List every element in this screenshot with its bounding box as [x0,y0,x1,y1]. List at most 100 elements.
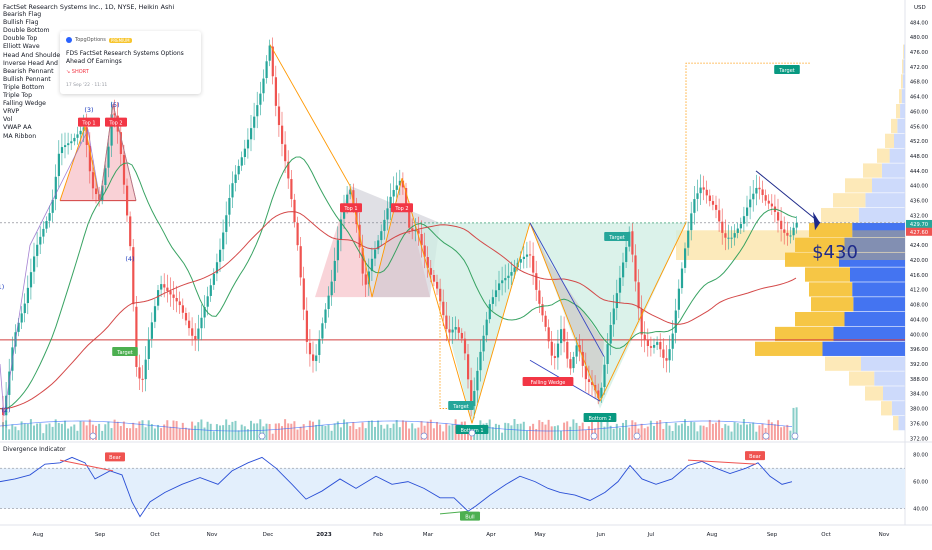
candle-body [88,145,91,172]
volume-bar [550,426,553,440]
volume-bar [777,420,779,440]
news-direction-label: SHORT [71,69,89,75]
legend-item[interactable]: Bearish Flag [3,11,42,19]
candle-body [501,280,504,284]
legend-item[interactable]: Head And Shoulders [3,51,66,59]
candle-body [122,155,126,185]
candle-body [560,329,563,344]
volume-bar [677,425,680,440]
candle-body [646,340,649,346]
volume-bar [361,422,364,440]
volume-profile-bar-sell [795,312,845,327]
candle-body [64,145,67,148]
target-price-annotation: $430 [812,242,858,263]
volume-bar [274,423,277,440]
legend-item[interactable]: VWAP AA [3,124,32,132]
volume-bar [150,424,153,440]
candle-body [671,333,674,349]
news-card[interactable]: TopgOptions PREMIUM FDS FactSet Research… [60,31,201,94]
candle-body [696,193,699,199]
legend-item[interactable]: Vol [3,116,13,124]
volume-bar [64,420,66,440]
time-axis-tick: Sep [767,532,778,538]
candle-body [370,258,374,272]
candle-body [491,297,494,304]
candle-body [640,309,643,335]
legend-item[interactable]: Triple Bottom [3,83,45,91]
event-marker-icon [590,432,598,440]
candle-body [708,195,711,201]
candle-body [219,249,222,262]
volume-bar [705,427,708,440]
candle-body [287,161,290,179]
volume-profile-bar-sell [865,386,883,401]
legend-item[interactable]: Elliott Wave [3,43,40,51]
legend-item[interactable]: Bullish Flag [3,19,39,27]
time-axis-tick: Nov [207,532,218,538]
candle-body [339,219,343,240]
pattern-label: Bottom 2 [588,416,611,422]
legend-item[interactable]: Double Top [3,35,38,43]
legend-item[interactable]: VRVP [3,108,20,116]
candle-body [57,153,60,177]
event-marker-icon [89,432,97,440]
candle-body [308,342,312,355]
legend-item[interactable]: Triple Top [3,92,32,100]
event-marker-icon [633,432,641,440]
candle-body [553,356,556,358]
legend-item[interactable]: Falling Wedge [3,100,46,108]
volume-profile-bar-buy [894,133,905,148]
candle-body [346,194,349,206]
candle-body [566,341,569,359]
news-title[interactable]: FDS FactSet Research Systems Options Ahe… [66,50,184,65]
volume-bar [696,431,699,440]
candle-body [665,358,668,361]
candle-body [253,116,256,128]
volume-profile-bar-buy [903,59,905,74]
time-axis-tick: Feb [373,532,383,538]
volume-bar [268,424,271,440]
candle-body [367,271,370,285]
legend-item[interactable]: Double Bottom [3,27,50,35]
legend-item[interactable]: MA Ribbon [3,132,37,140]
legend-item[interactable]: Bullish Pennant [3,75,51,83]
pattern-label-bg [455,425,489,434]
price-axis-tick: 468.00 [910,80,928,86]
candle-body [392,190,395,197]
candle-body [284,144,287,162]
candle-body [29,272,33,288]
divergence-label-bg [460,511,480,521]
author-avatar-icon [66,37,72,43]
volume-bar [491,427,494,440]
candle-body [721,221,724,233]
volume-bar [587,426,590,440]
volume-bar [563,422,566,440]
volume-bar [157,424,159,440]
divergence-label-bg [745,451,765,461]
volume-bar [547,419,550,440]
volume-bar [5,420,8,440]
candle-body [364,274,367,285]
volume-bar [243,426,246,440]
elliott-wave-label: 1) [0,283,4,291]
volume-bar [79,421,82,440]
volume-bar [29,419,32,440]
candle-body [76,134,79,138]
volume-bar [51,426,54,440]
volume-bar [315,424,318,440]
volume-bar [153,428,156,440]
candle-body [200,317,203,329]
volume-bar [653,425,655,440]
volume-bar [370,420,373,440]
volume-bar [209,423,212,440]
volume-profile-bar-sell [833,193,866,208]
volume-bar [234,420,237,440]
legend-item[interactable]: Inverse Head And Shoulders [3,59,91,67]
price-axis-tick: 464.00 [910,95,928,101]
candle-body [436,281,439,289]
candle-body [789,235,792,237]
candle-body [730,237,733,239]
volume-bar [172,420,175,440]
legend-item[interactable]: Bearish Pennant [3,67,54,75]
